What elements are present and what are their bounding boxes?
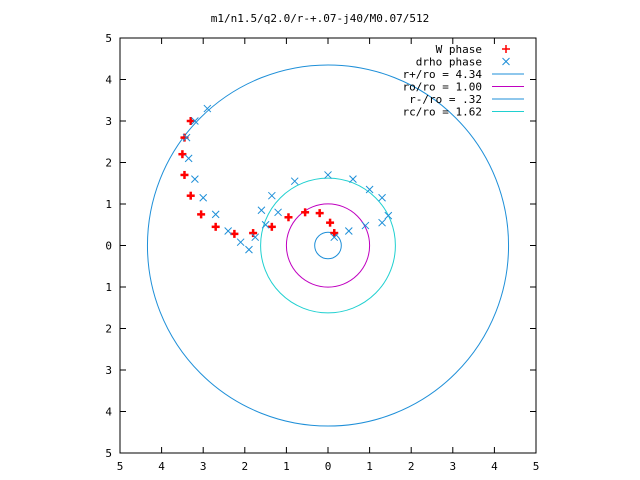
point-s0-9: [267, 222, 276, 231]
legend-entry-4: r-/ro = .32: [409, 93, 524, 106]
point-s0-3: [180, 170, 189, 179]
legend-entry-3: ro/ro = 1.00: [403, 81, 524, 94]
ytick-label: 5: [105, 32, 112, 45]
circle-1: [285, 203, 371, 288]
series-group: [178, 104, 393, 254]
point-s1-8: [236, 238, 245, 247]
xtick-label: 0: [325, 460, 332, 473]
xtick-label: 3: [200, 460, 207, 473]
legend-entry-5: rc/ro = 1.62: [403, 106, 524, 119]
legend-label: drho phase: [416, 56, 482, 69]
point-s1-12: [274, 208, 282, 217]
point-s1-6: [211, 210, 220, 219]
point-s0-14: [330, 229, 339, 238]
ytick-label: 5: [105, 447, 112, 460]
point-s1-14: [267, 191, 276, 200]
ytick-label: 0: [105, 240, 112, 253]
point-s1-9: [245, 245, 253, 254]
xtick-label: 2: [408, 460, 415, 473]
legend-label: r-/ro = .32: [409, 93, 482, 106]
ytick-label: 3: [105, 364, 112, 377]
circles-group: [146, 64, 510, 427]
xtick-label: 5: [533, 460, 540, 473]
point-s0-13: [326, 218, 335, 227]
legend-entry-2: r+/ro = 4.34: [403, 68, 524, 81]
point-s1-4: [191, 175, 199, 183]
point-s1-22: [361, 221, 370, 230]
legend-label: ro/ro = 1.00: [403, 81, 482, 94]
point-s0-2: [178, 150, 187, 159]
legend-marker: [502, 57, 510, 66]
point-s0-0: [186, 117, 195, 125]
ytick-label: 4: [105, 406, 112, 419]
point-s1-3: [184, 154, 193, 163]
point-s1-24: [330, 233, 339, 242]
ytick-label: 1: [105, 198, 112, 211]
ytick-label: 2: [105, 157, 112, 170]
xtick-label: 2: [241, 460, 248, 473]
point-s1-23: [344, 227, 353, 235]
point-s1-19: [378, 193, 386, 202]
xtick-label: 4: [158, 460, 165, 473]
point-s0-10: [284, 213, 293, 222]
point-s1-0: [203, 104, 212, 113]
xtick-label: 1: [283, 460, 290, 473]
point-s1-5: [199, 193, 208, 202]
legend-label: W phase: [436, 43, 482, 56]
point-s1-10: [251, 233, 260, 242]
point-s1-16: [324, 171, 332, 179]
xtick-label: 1: [366, 460, 373, 473]
point-s1-21: [378, 218, 386, 227]
point-s0-11: [301, 208, 310, 217]
circle-3: [260, 177, 396, 314]
chart-title: m1/n1.5/q2.0/r-+.07-j40/M0.07/512: [211, 12, 430, 25]
point-s1-11: [261, 220, 270, 229]
point-s1-1: [191, 117, 199, 125]
ytick-label: 4: [105, 74, 112, 87]
point-s1-13: [290, 177, 299, 186]
point-s1-20: [384, 211, 393, 220]
point-s0-4: [186, 191, 195, 200]
legend-entry-0: W phase: [436, 43, 510, 56]
xtick-label: 3: [449, 460, 456, 473]
point-s1-17: [349, 175, 357, 183]
point-s0-12: [315, 209, 324, 218]
xtick-label: 4: [491, 460, 498, 473]
legend-label: r+/ro = 4.34: [403, 68, 483, 81]
legend-entry-1: drho phase: [416, 56, 510, 69]
point-s1-7: [224, 227, 233, 235]
legend-label: rc/ro = 1.62: [403, 106, 482, 119]
xtick-label: 5: [117, 460, 124, 473]
point-s0-5: [197, 210, 206, 219]
point-s0-6: [211, 222, 220, 231]
ytick-label: 2: [105, 323, 112, 336]
ytick-label: 3: [105, 115, 112, 128]
point-s1-2: [182, 133, 191, 142]
circle-2: [314, 231, 342, 260]
point-s1-18: [365, 185, 374, 194]
circle-0: [146, 64, 510, 427]
point-s1-15: [257, 206, 266, 215]
ytick-label: 1: [105, 281, 112, 294]
